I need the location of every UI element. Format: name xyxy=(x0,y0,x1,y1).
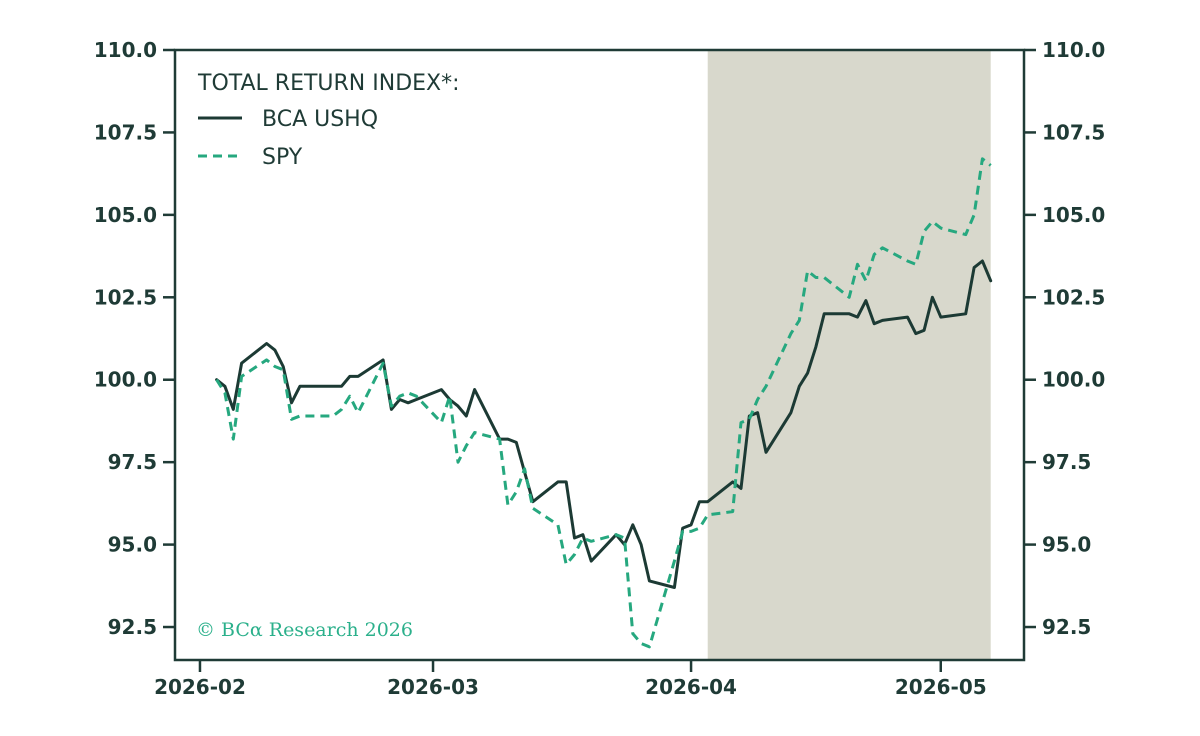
y-tick-label-left: 95.0 xyxy=(108,533,157,557)
y-tick-label-right: 97.5 xyxy=(1042,450,1091,474)
legend: TOTAL RETURN INDEX*: BCA USHQ SPY xyxy=(197,71,460,170)
y-tick-label-left: 105.0 xyxy=(94,203,157,227)
shaded-period xyxy=(707,50,991,660)
legend-title: TOTAL RETURN INDEX*: xyxy=(197,71,460,96)
y-tick-label-left: 107.5 xyxy=(94,120,157,144)
axes xyxy=(163,48,1036,672)
y-tick-label-right: 100.0 xyxy=(1042,368,1105,392)
plot-frame xyxy=(173,48,1026,662)
y-tick-label-right: 95.0 xyxy=(1042,533,1091,557)
y-tick-label-left: 92.5 xyxy=(108,615,157,639)
x-tick-label: 2026-05 xyxy=(895,675,987,699)
x-tick-label: 2026-04 xyxy=(645,675,737,699)
legend-label-bca-ushq: BCA USHQ xyxy=(262,107,378,132)
y-tick-label-left: 102.5 xyxy=(94,285,157,309)
y-tick-label-right: 110.0 xyxy=(1042,38,1105,62)
copyright-annotation: © BCα Research 2026 xyxy=(196,619,413,641)
series-line-spy xyxy=(215,157,992,649)
y-tick-label-left: 97.5 xyxy=(108,450,157,474)
y-tick-label-left: 110.0 xyxy=(94,38,157,62)
y-tick-label-right: 92.5 xyxy=(1042,615,1091,639)
y-tick-label-right: 107.5 xyxy=(1042,120,1105,144)
x-tick-label: 2026-03 xyxy=(387,675,479,699)
y-tick-label-right: 102.5 xyxy=(1042,285,1105,309)
tick-labels: 92.5 92.5 95.0 95.0 97.5 97.5 100.0 100.0 102.5 1… xyxy=(94,38,1106,699)
x-tick-label: 2026-02 xyxy=(154,675,246,699)
y-tick-label-left: 100.0 xyxy=(94,368,157,392)
series-layer xyxy=(215,157,993,649)
legend-label-spy: SPY xyxy=(262,145,303,170)
y-tick-label-right: 105.0 xyxy=(1042,203,1105,227)
